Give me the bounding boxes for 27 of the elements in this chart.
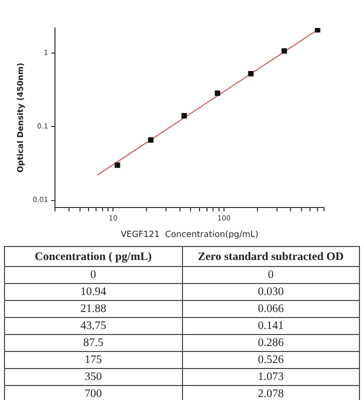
text: 43.75: [4, 318, 182, 334]
text: Concentration ( pg/mL): [4, 246, 182, 266]
point: [314, 28, 320, 33]
text: 0.141: [182, 318, 360, 334]
point: [281, 48, 287, 54]
y-axis-title: Optical Density (450nm): [16, 62, 25, 173]
point: [248, 70, 254, 76]
text: 700: [4, 386, 182, 400]
text: 1.073: [182, 368, 360, 386]
text: 2.078: [182, 386, 360, 400]
text: 0: [182, 266, 360, 284]
point: [181, 113, 187, 118]
text: 0.066: [182, 300, 360, 318]
point: [114, 162, 120, 168]
point: [214, 90, 220, 96]
x-axis-title: VEGF121 Concentration(pg/mL): [120, 230, 258, 240]
text: 87.5: [4, 334, 182, 352]
text: 21.88: [4, 300, 182, 318]
text: 350: [4, 368, 182, 386]
text: 175: [4, 352, 182, 368]
point: [148, 137, 154, 143]
text: 0: [4, 266, 182, 284]
text: 0.030: [182, 284, 360, 300]
text: Zero standard subtracted OD: [182, 246, 360, 266]
text: 0.286: [182, 334, 360, 352]
text: 0.526: [182, 352, 360, 368]
text: 10.94: [4, 284, 182, 300]
